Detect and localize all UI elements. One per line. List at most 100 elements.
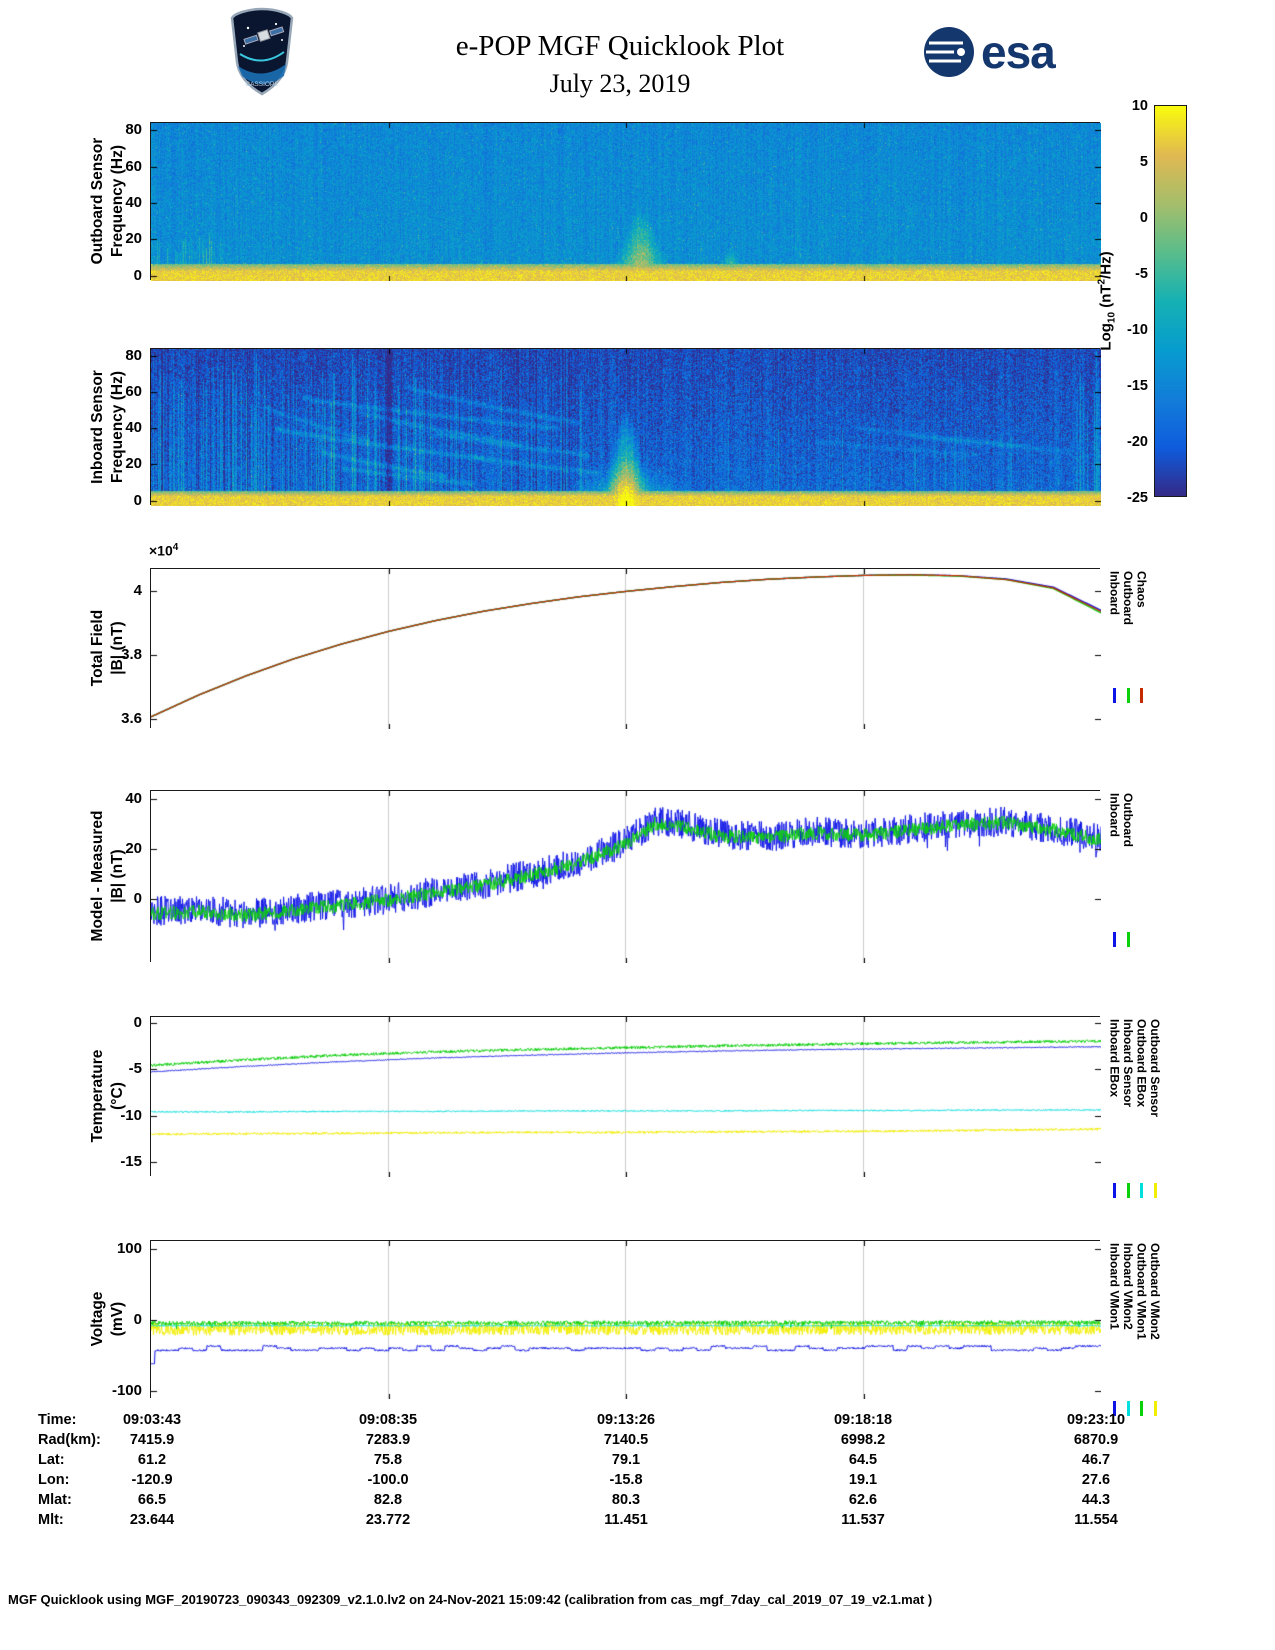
y-tick-label: 0 [133,1311,142,1328]
outboard-spectrogram-canvas [151,123,1101,281]
legend-line-sample [1126,1183,1130,1198]
legend-label: Inboard EBox [1107,1019,1122,1098]
cassiope-mission-patch: CASSIOPE [220,6,304,98]
ephemeris-value: -120.9 [131,1472,173,1488]
y-tick-label: 20 [125,455,142,473]
ephemeris-value: 46.7 [1081,1452,1111,1468]
ephemeris-value: 6998.2 [840,1432,886,1448]
legend-line-sample [1126,1401,1130,1416]
colorbar-tick-label: -25 [1127,490,1148,506]
ephemeris-value: 09:13:26 [596,1412,656,1428]
ephemeris-value: 23.644 [129,1512,175,1528]
ephemeris-value: 64.5 [848,1452,878,1468]
ylabel-line1: Temperature [89,1049,107,1143]
ephemeris-value: 11.554 [1074,1512,1118,1528]
legend-label: Outboard VMon2 [1148,1243,1162,1340]
ylabel-line1: Voltage [89,1291,107,1347]
y-tick-label: 60 [125,383,142,401]
legend-line-sample [1153,1401,1157,1416]
legend-label: Inboard VMon1 [1107,1243,1122,1330]
y-tick-label: 0 [133,890,142,907]
y-tick-label: 40 [125,193,142,211]
ephemeris-value: 19.1 [848,1472,878,1488]
y-tick-label: 0 [133,266,142,284]
legend-label: Outboard VMon1 [1134,1243,1149,1340]
esa-wordmark: esa [981,26,1056,78]
model-minus-measured-ylabel: Model - Measured |B| (nT) [88,756,128,996]
ephemeris-value: 09:08:35 [358,1412,418,1428]
spectrogram-colorbar: Log10 (nT2/Hz) 10 5 0 -5 -10 -15 -20 -25 [1097,98,1187,506]
voltage-canvas [151,1241,1101,1399]
colorbar-tick-label: -5 [1135,266,1148,282]
ephemeris-row-label: Mlat: [38,1492,72,1508]
temperature-canvas [151,1017,1101,1177]
page-date: July 23, 2019 [549,69,691,98]
ylabel-line2: |B| (nT) [109,849,126,903]
model-minus-measured-panel: Model - Measured |B| (nT) Inboard Outboard… [89,790,1135,963]
legend-label: Outboard Sensor [1148,1019,1162,1118]
colorbar-gradient [1155,106,1186,496]
y-tick-label: -5 [128,1060,142,1078]
ephemeris-value: 11.451 [604,1512,648,1528]
ephemeris-row-label: Time: [38,1412,77,1428]
ephemeris-value: 23.772 [365,1512,411,1528]
esa-emblem-icon [924,27,974,77]
ephemeris-row-label: Lat: [38,1452,65,1468]
temperature-panel: Temperature (°C) Inboard EBox Inboard Sens… [89,1014,1162,1198]
inboard-spectrogram-canvas [151,349,1101,506]
ylabel-line1: Total Field [89,609,107,687]
outboard-spectrogram-ylabel: Outboard Sensor Frequency (Hz) [88,81,128,321]
ephemeris-value: 09:23:10 [1066,1412,1126,1428]
legend-label: Inboard [1107,793,1122,837]
voltage-ylabel: Voltage (mV) [88,1199,128,1439]
y-tick-label: 3.6 [121,710,142,728]
y-tick-label: 20 [125,840,142,857]
ephemeris-value: 11.537 [841,1512,885,1528]
legend-labels: Inboard VMon1 Inboard VMon2 Outboard VMon1… [1108,1243,1228,1340]
ephemeris-value: 7283.9 [365,1432,411,1448]
footer-provenance-text: MGF Quicklook using MGF_20190723_090343_… [8,1592,933,1607]
legend-line-sample [1140,1401,1144,1416]
ylabel-line1: Inboard Sensor [89,369,107,484]
ephemeris-value: 09:18:18 [833,1412,893,1428]
voltage-legend: Inboard VMon1 Inboard VMon2 Outboard VMon1… [1108,1243,1228,1416]
legend-line-sample [1126,932,1130,947]
colorbar-tick-label: 5 [1139,154,1148,170]
ylabel-line2: (mV) [109,1301,126,1337]
ephemeris-value: 09:03:43 [122,1412,182,1428]
legend-line-sample [1140,1183,1144,1198]
total-field-panel: Total Field |B| (nT) ×104 Inboard Outboard… [89,542,1149,729]
legend-color-markers [1108,1183,1162,1198]
colorbar-tick-label: -10 [1127,322,1148,338]
y-tick-label: -10 [120,1106,142,1124]
ephemeris-row-label: Lon: [38,1472,70,1488]
ylabel-line1: Outboard Sensor [89,137,107,265]
y-axis-exponent-label: ×104 [149,542,179,559]
legend-line-sample [1113,688,1117,703]
ephemeris-value: 6870.9 [1073,1432,1119,1448]
model-minus-measured-canvas [151,791,1101,963]
mission-patch-text: CASSIOPE [245,81,279,88]
esa-logo: esa [923,26,1056,78]
ylabel-line2: Frequency (Hz) [109,145,126,257]
ylabel-line1: Model - Measured [89,810,107,942]
legend-label: Inboard [1107,571,1122,615]
legend-line-sample [1140,688,1144,703]
legend-label: Outboard [1121,793,1135,847]
colorbar-tick-label: -20 [1127,434,1148,450]
temperature-ylabel: Temperature (°C) [88,976,128,1216]
y-tick-label: 100 [116,1240,142,1258]
legend-labels: Inboard Outboard Chaos [1108,571,1228,625]
ephemeris-value: 61.2 [137,1452,167,1468]
y-tick-label: 4 [133,582,142,600]
ephemeris-value: 7140.5 [603,1432,649,1448]
outboard-spectrogram-panel: Outboard Sensor Frequency (Hz) 0 20 40 60 80 [89,121,1101,284]
y-tick-label: 80 [125,121,142,139]
y-tick-label: 60 [125,157,142,175]
colorbar-tick-label: 0 [1139,210,1148,226]
y-tick-label: 40 [125,419,142,437]
colorbar-label: Log10 (nT2/Hz) [1096,251,1118,351]
ephemeris-value: 27.6 [1081,1472,1111,1488]
legend-line-sample [1113,1183,1117,1198]
voltage-panel: Voltage (mV) Inboard VMon1 Inboard VMon2 Ou… [89,1240,1162,1416]
